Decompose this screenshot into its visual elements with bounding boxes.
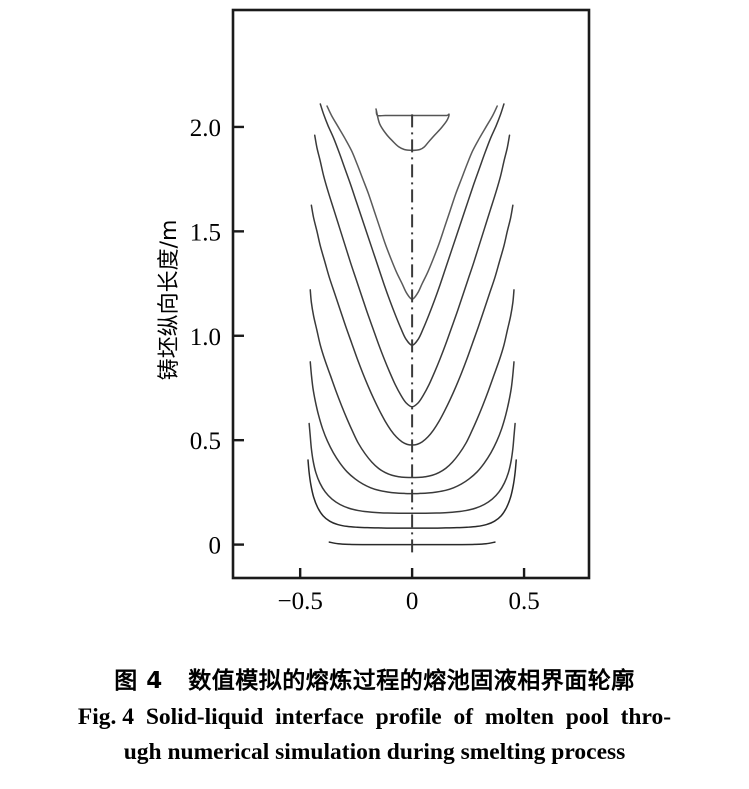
plot-frame-border	[231, 8, 591, 580]
caption-chinese-label: 图 4	[114, 668, 163, 694]
axis-tick-labels: −0.5 0 0.5 0 0.5 1.0 1.5 2.0	[190, 115, 540, 615]
contour-9	[307, 459, 517, 529]
caption-chinese-text: 数值模拟的熔炼过程的熔池固液相界面轮廓	[188, 668, 635, 694]
y-tick-label-3: 1.5	[190, 219, 221, 246]
axis-ticks	[234, 125, 526, 577]
caption-english-text-2: ugh numerical simulation during smelting…	[123, 739, 626, 765]
figure-caption: 图 4 数值模拟的熔炼过程的熔池固液相界面轮廓 Fig. 4 Solid-liq…	[0, 664, 749, 770]
y-tick-label-0: 0	[209, 533, 222, 560]
caption-english-gap	[134, 704, 146, 730]
y-tick-label-4: 2.0	[190, 115, 221, 142]
caption-chinese-gap	[163, 668, 189, 694]
y-tick-label-2: 1.0	[190, 324, 221, 351]
contour-6	[309, 289, 515, 479]
caption-chinese-line: 图 4 数值模拟的熔炼过程的熔池固液相界面轮廓	[0, 664, 749, 698]
y-tick-label-1: 0.5	[190, 428, 221, 455]
y-axis-title: 铸坯纵向长度/m	[157, 220, 182, 381]
contour-chart: −0.500.500.51.01.52.0 距铸锭中心的距离/m 铸坯纵向长度/…	[0, 0, 749, 620]
figure-plot-area: −0.500.500.51.01.52.0 距铸锭中心的距离/m 铸坯纵向长度/…	[0, 0, 749, 620]
chart-background	[0, 0, 749, 620]
contour-4	[313, 134, 511, 408]
caption-english-text-1: Solid-liquid interface profile of molten…	[145, 704, 672, 730]
caption-english-label: Fig. 4	[77, 704, 135, 730]
contour-8	[308, 422, 516, 515]
x-tick-label-1: 0	[406, 588, 419, 615]
contour-1-top-closed-pool	[375, 108, 450, 152]
caption-english-line-2: ugh numerical simulation during smelting…	[0, 735, 749, 770]
x-tick-label-2: 0.5	[508, 588, 539, 615]
caption-english-line-1: Fig. 4 Solid-liquid interface profile of…	[0, 700, 749, 735]
x-tick-label-0: −0.5	[277, 588, 322, 615]
